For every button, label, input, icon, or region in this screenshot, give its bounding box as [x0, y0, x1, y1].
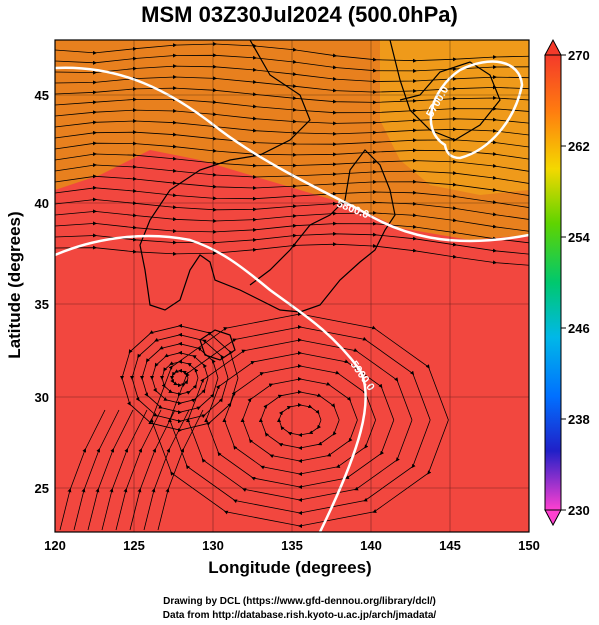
- colorbar-tick-label: 230: [568, 503, 590, 518]
- streamline: [101, 409, 148, 531]
- x-tick-label: 145: [439, 538, 461, 553]
- streamline: [143, 409, 190, 531]
- streamlines: [55, 41, 529, 531]
- x-axis-label: Longitude (degrees): [208, 558, 372, 577]
- streamline: [157, 409, 204, 531]
- y-tick-label: 40: [35, 196, 49, 211]
- streamline: [115, 409, 162, 531]
- credit-drawing: Drawing by DCL (https://www.gfd-dennou.o…: [163, 596, 436, 607]
- streamline: [73, 409, 120, 531]
- y-tick-label: 35: [35, 297, 49, 312]
- streamline: [87, 409, 134, 531]
- credit-data-source: Data from http://database.rish.kyoto-u.a…: [162, 610, 437, 621]
- grid-lines: [55, 40, 529, 532]
- x-tick-label: 125: [123, 538, 145, 553]
- y-tick-label: 45: [35, 88, 49, 103]
- x-tick-label: 120: [44, 538, 66, 553]
- streamline: [55, 185, 529, 208]
- colorbar-tick-label: 246: [568, 321, 590, 336]
- colorbar-tick-label: 238: [568, 412, 590, 427]
- x-tick-label: 140: [360, 538, 382, 553]
- x-ticks: 120 125 130 135 140 145 150: [44, 538, 540, 553]
- colorbar-tick-label: 262: [568, 139, 590, 154]
- colorbar-bottom-arrow: [544, 509, 562, 527]
- y-ticks: 25 30 35 40 45: [35, 88, 49, 496]
- chart-title: MSM 03Z30Jul2024 (500.0hPa): [141, 2, 458, 27]
- plot-area: 5700.0 5800.0 5900.0: [55, 40, 529, 532]
- x-tick-label: 135: [281, 538, 303, 553]
- colorbar-tick-label: 254: [568, 230, 590, 245]
- y-axis-label: Latitude (degrees): [5, 211, 24, 359]
- colorbar-gradient: [544, 54, 562, 511]
- y-tick-label: 25: [35, 481, 49, 496]
- plot-frame: [54, 39, 530, 533]
- streamline: [59, 409, 106, 531]
- streamline: [129, 409, 176, 531]
- streamline: [55, 209, 529, 232]
- coastlines: [139, 40, 501, 361]
- streamline: [120, 323, 239, 433]
- streamline: [55, 242, 529, 266]
- x-tick-label: 150: [518, 538, 540, 553]
- colorbar-tick-label: 270: [568, 48, 590, 63]
- colorbar-top-arrow: [544, 38, 562, 56]
- y-tick-label: 30: [35, 390, 49, 405]
- colorbar: 270 262 254 246 238 230: [544, 38, 590, 527]
- x-tick-label: 130: [202, 538, 224, 553]
- height-contours: [55, 60, 529, 532]
